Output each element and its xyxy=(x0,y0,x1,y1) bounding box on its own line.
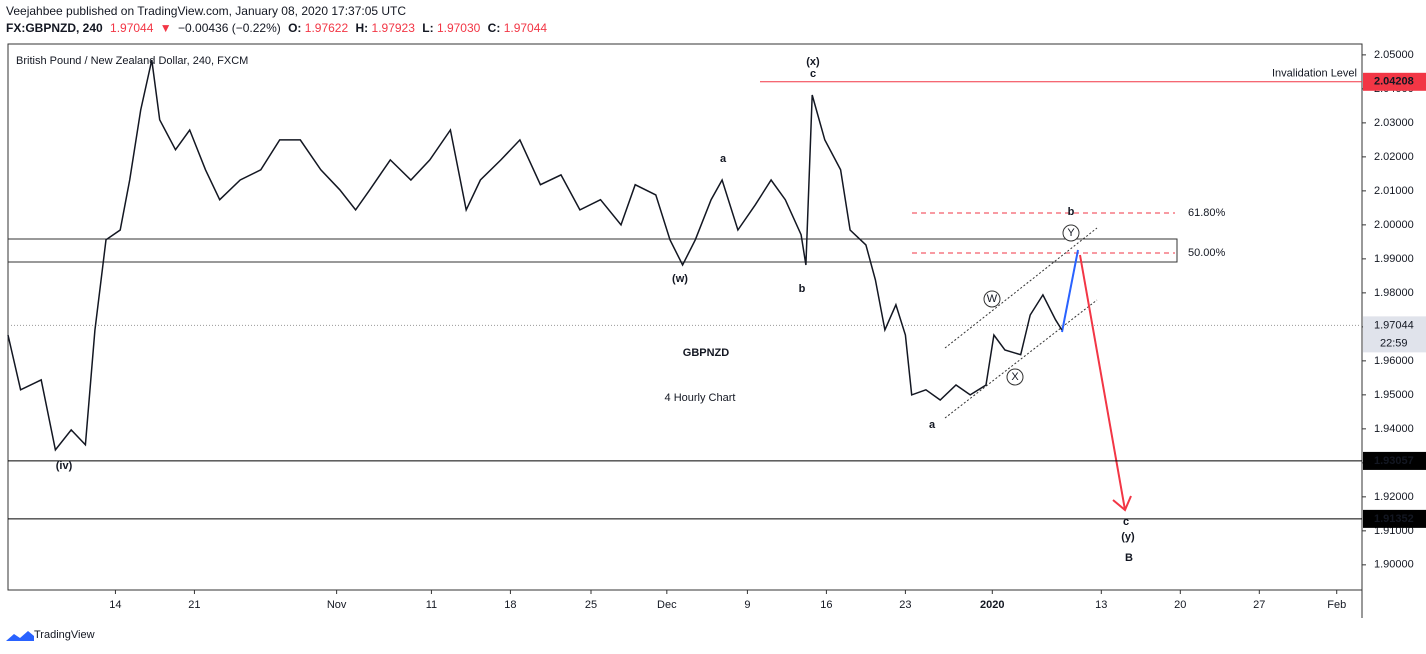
x-tick-label: 11 xyxy=(426,599,437,611)
wave-label: X xyxy=(1011,371,1019,383)
support-box xyxy=(1363,509,1426,528)
wave-circle xyxy=(1062,224,1080,242)
publisher: Veejahbee published on TradingView.com, … xyxy=(6,4,406,18)
c-label: C: xyxy=(488,21,501,35)
y-tick-label: 1.99000 xyxy=(1374,253,1414,265)
arrow-head xyxy=(1112,495,1132,512)
y-tick-label: 2.01000 xyxy=(1374,185,1414,197)
x-tick-label: 13 xyxy=(1095,599,1107,611)
x-tick-label: 14 xyxy=(109,599,121,611)
subtitle: British Pound / New Zealand Dollar, 240,… xyxy=(16,55,248,67)
plot-frame xyxy=(7,43,1363,591)
wave-label: b xyxy=(799,283,806,295)
wave-label: b xyxy=(1068,206,1075,218)
price: 1.97044 xyxy=(110,21,154,35)
logo xyxy=(6,631,34,641)
close: 1.97044 xyxy=(504,21,548,35)
x-tick-label: 27 xyxy=(1253,599,1265,611)
x-tick-label: 21 xyxy=(188,599,200,611)
change: −0.00436 (−0.22%) xyxy=(178,21,281,35)
wave-label: B xyxy=(1125,552,1133,564)
projection xyxy=(1079,254,1126,511)
y-tick-label: 1.92000 xyxy=(1374,491,1414,503)
quote-line: FX:GBPNZD, 240 1.97044 ▼ −0.00436 (−0.22… xyxy=(6,21,547,35)
low: 1.97030 xyxy=(437,21,481,35)
wave-label: (iv) xyxy=(56,460,73,472)
y-tick-label: 1.96000 xyxy=(1374,355,1414,367)
wave-label: (x) xyxy=(806,56,820,68)
y-tick-label: 2.00000 xyxy=(1374,219,1414,231)
wave-label: (y) xyxy=(1121,531,1135,543)
support-label: 1.91352 xyxy=(1374,513,1414,525)
fib-label: 61.80% xyxy=(1188,207,1226,219)
y-tick-label: 2.02000 xyxy=(1374,151,1414,163)
channel-line xyxy=(944,227,1098,349)
h-label: H: xyxy=(356,21,369,35)
y-tick-label: 2.05000 xyxy=(1374,49,1414,61)
l-label: L: xyxy=(422,21,433,35)
brand: TradingView xyxy=(34,629,95,641)
x-tick-label: 9 xyxy=(744,599,750,611)
y-tick-label: 2.03000 xyxy=(1374,117,1414,129)
countdown: 22:59 xyxy=(1380,337,1408,349)
open: 1.97622 xyxy=(305,21,349,35)
invalidation-label: 2.04208 xyxy=(1374,76,1414,88)
wave-label: a xyxy=(720,153,727,165)
x-tick-label: Dec xyxy=(657,599,677,611)
symbol: FX:GBPNZD, 240 xyxy=(6,21,103,35)
channel-line xyxy=(944,299,1098,419)
annotation: 4 Hourly Chart xyxy=(665,392,736,404)
support-label: 1.93057 xyxy=(1374,455,1414,467)
wave-label: c xyxy=(1123,516,1129,528)
o-label: O: xyxy=(288,21,301,35)
wave-circle xyxy=(1006,368,1024,386)
x-tick-label: 16 xyxy=(820,599,832,611)
invalidation-box xyxy=(1363,72,1426,91)
y-tick-label: 1.90000 xyxy=(1374,559,1414,571)
support-box xyxy=(1363,451,1426,470)
x-tick-label: Feb xyxy=(1327,599,1346,611)
x-tick-label: 20 xyxy=(1174,599,1186,611)
high: 1.97923 xyxy=(372,21,416,35)
x-tick-label: 25 xyxy=(585,599,597,611)
invalidation-name: Invalidation Level xyxy=(1272,68,1357,80)
x-tick-label: 2020 xyxy=(980,599,1004,611)
wave-label: Y xyxy=(1067,227,1075,239)
x-tick-label: 18 xyxy=(504,599,516,611)
y-tick-label: 1.98000 xyxy=(1374,287,1414,299)
x-tick-label: Nov xyxy=(327,599,347,611)
x-tick-label: 23 xyxy=(899,599,911,611)
y-tick-label: 1.95000 xyxy=(1374,389,1414,401)
wave-circle xyxy=(983,290,1001,308)
wave-label: a xyxy=(929,419,936,431)
projection xyxy=(1061,249,1079,333)
wave-label: W xyxy=(987,293,998,305)
y-tick-label: 1.94000 xyxy=(1374,423,1414,435)
arrow: ▼ xyxy=(160,21,172,35)
last-price-box xyxy=(1363,316,1426,353)
price-line xyxy=(7,59,1063,452)
zone-box xyxy=(7,238,1178,263)
fib-label: 50.00% xyxy=(1188,247,1226,259)
wave-label: c xyxy=(810,68,816,80)
chart-title: GBPNZD xyxy=(683,347,730,359)
last-price-label: 1.97044 xyxy=(1374,319,1414,331)
wave-label: (w) xyxy=(672,273,688,285)
